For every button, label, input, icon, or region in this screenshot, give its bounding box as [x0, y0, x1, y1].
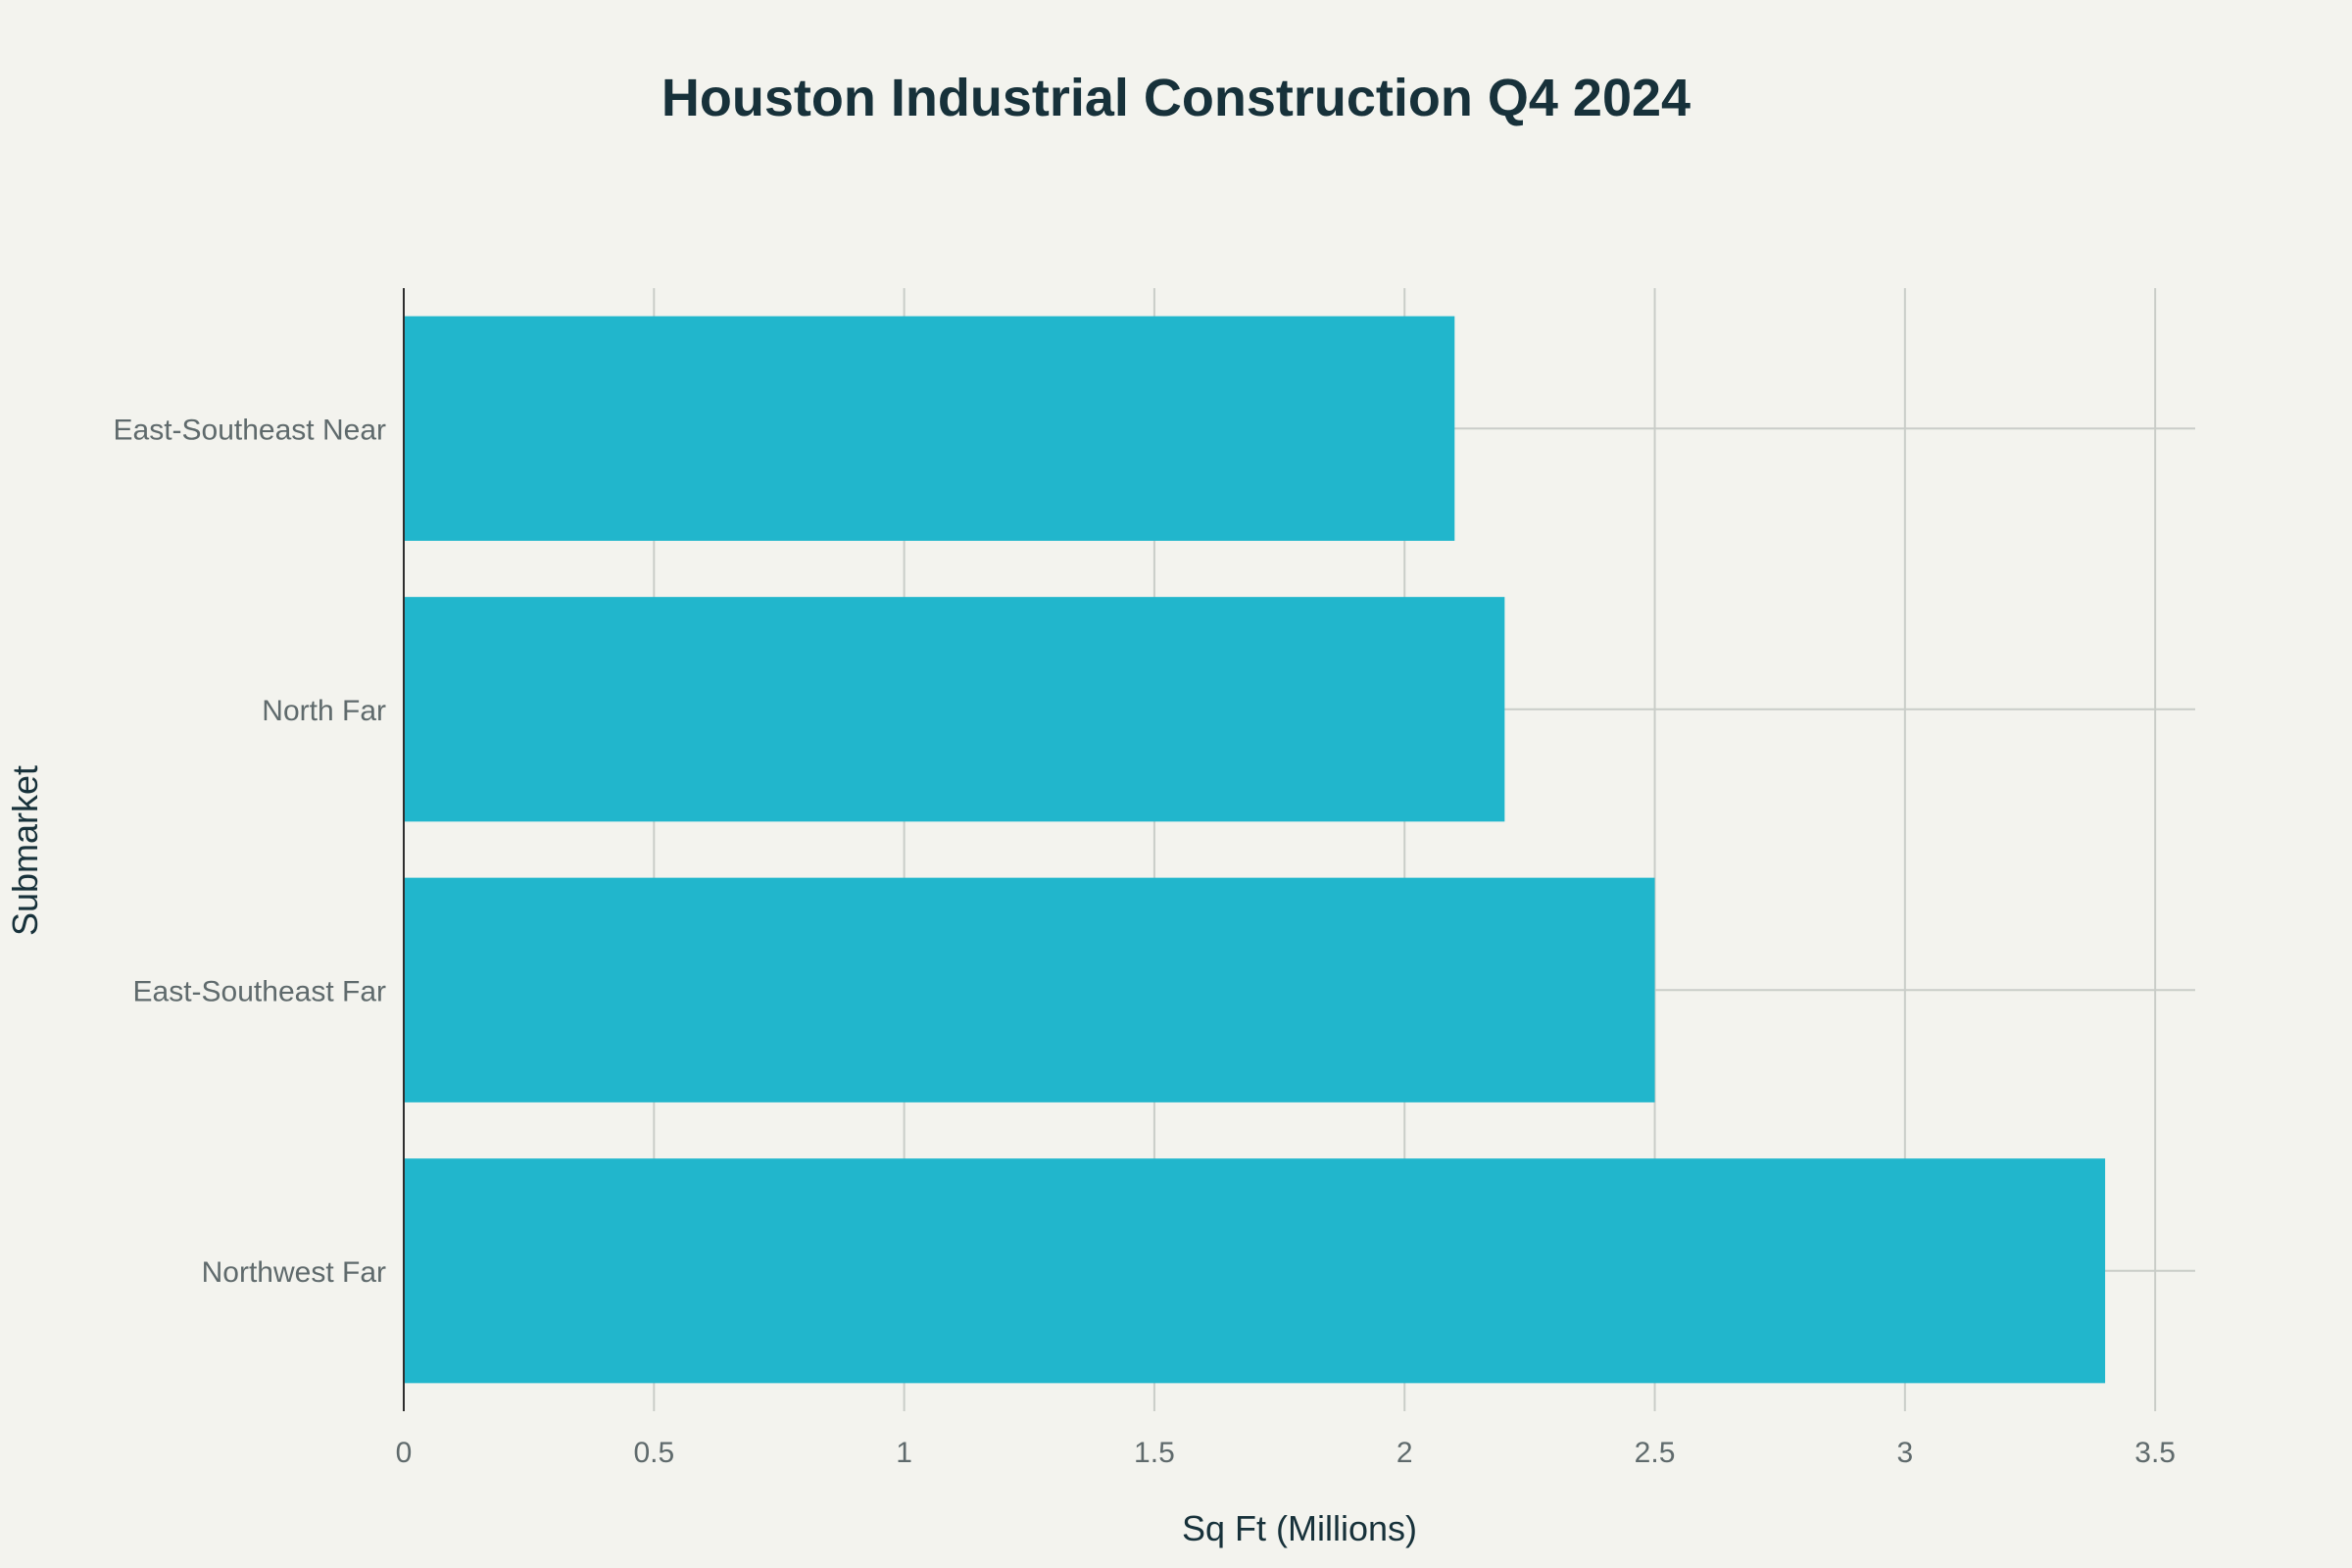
y-axis-title: Submarket [5, 765, 45, 936]
x-tick-label: 1 [896, 1437, 912, 1469]
y-tick-label: East-Southeast Near [114, 414, 386, 446]
x-tick-label: 0 [396, 1437, 413, 1469]
tick-labels: 0 0.5 1 1.5 2 2.5 3 3.5 East-Southeast Near North… [114, 414, 2176, 1469]
x-tick-label: 2.5 [1635, 1437, 1676, 1469]
x-tick-label: 2 [1396, 1437, 1413, 1469]
bar [404, 1158, 2106, 1384]
bar [404, 316, 1455, 541]
y-tick-label: East-Southeast Far [133, 975, 386, 1007]
y-tick-label: North Far [262, 695, 386, 727]
bars [404, 316, 2106, 1384]
x-tick-label: 1.5 [1134, 1437, 1175, 1469]
y-tick-label: Northwest Far [202, 1256, 386, 1289]
chart-title: Houston Industrial Construction Q4 2024 [662, 69, 1690, 127]
bar [404, 597, 1505, 822]
x-tick-label: 0.5 [633, 1437, 674, 1469]
x-tick-label: 3 [1896, 1437, 1913, 1469]
x-axis-title: Sq Ft (Millions) [1182, 1508, 1417, 1548]
bar [404, 877, 1655, 1102]
x-tick-label: 3.5 [2134, 1437, 2176, 1469]
